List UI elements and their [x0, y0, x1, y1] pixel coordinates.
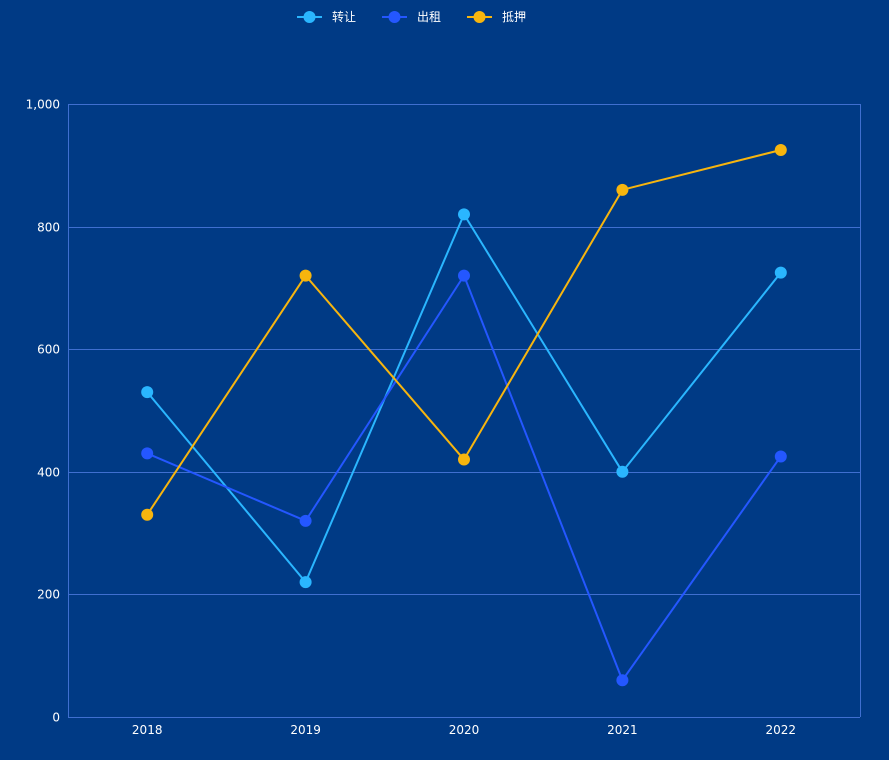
x-tick-label: 2020 [449, 723, 480, 737]
legend-marker-icon [388, 11, 401, 23]
y-tick-label: 0 [52, 711, 60, 725]
legend-label: 抵押 [502, 10, 526, 24]
data-point[interactable] [299, 269, 312, 282]
x-tick-label: 2022 [766, 723, 797, 737]
data-point[interactable] [141, 508, 154, 521]
legend-item[interactable]: 抵押 [467, 10, 526, 24]
data-point[interactable] [141, 386, 154, 399]
data-point[interactable] [141, 447, 154, 460]
legend-item[interactable]: 转让 [297, 9, 356, 24]
data-point[interactable] [458, 269, 470, 282]
data-point[interactable] [458, 453, 470, 466]
y-tick-label: 800 [37, 221, 60, 235]
data-point[interactable] [458, 208, 470, 221]
data-point[interactable] [299, 514, 312, 527]
series-2 [141, 143, 787, 521]
data-point[interactable] [774, 266, 787, 279]
legend-item[interactable]: 出租 [382, 10, 441, 24]
legend[interactable]: 转让 出租 抵押 [297, 9, 526, 24]
data-point[interactable] [774, 450, 787, 463]
x-tick-label: 2018 [132, 723, 163, 737]
y-tick-label: 400 [37, 466, 60, 480]
series-0 [141, 208, 787, 589]
series-line [146, 274, 782, 682]
y-tick-label: 1,000 [26, 98, 60, 112]
legend-marker-icon [303, 11, 316, 23]
x-tick-label: 2021 [607, 723, 638, 737]
data-point[interactable] [616, 183, 629, 196]
legend-label: 出租 [417, 10, 441, 24]
grid-lines [68, 104, 860, 718]
data-point[interactable] [616, 674, 629, 687]
series-1 [141, 269, 787, 687]
data-point[interactable] [299, 576, 312, 589]
data-point[interactable] [616, 465, 629, 478]
x-axis-ticks: 2018 2019 2020 2021 2022 [132, 723, 796, 737]
axes [68, 104, 861, 717]
x-tick-label: 2019 [290, 723, 321, 737]
legend-label: 转让 [332, 9, 356, 24]
series-lines [141, 143, 787, 687]
y-tick-label: 200 [37, 588, 60, 602]
data-point[interactable] [774, 143, 787, 156]
y-tick-label: 600 [37, 343, 60, 357]
y-axis-ticks: 0 200 400 600 800 1,000 [26, 98, 60, 725]
series-line [146, 213, 782, 584]
legend-marker-icon [473, 11, 486, 23]
